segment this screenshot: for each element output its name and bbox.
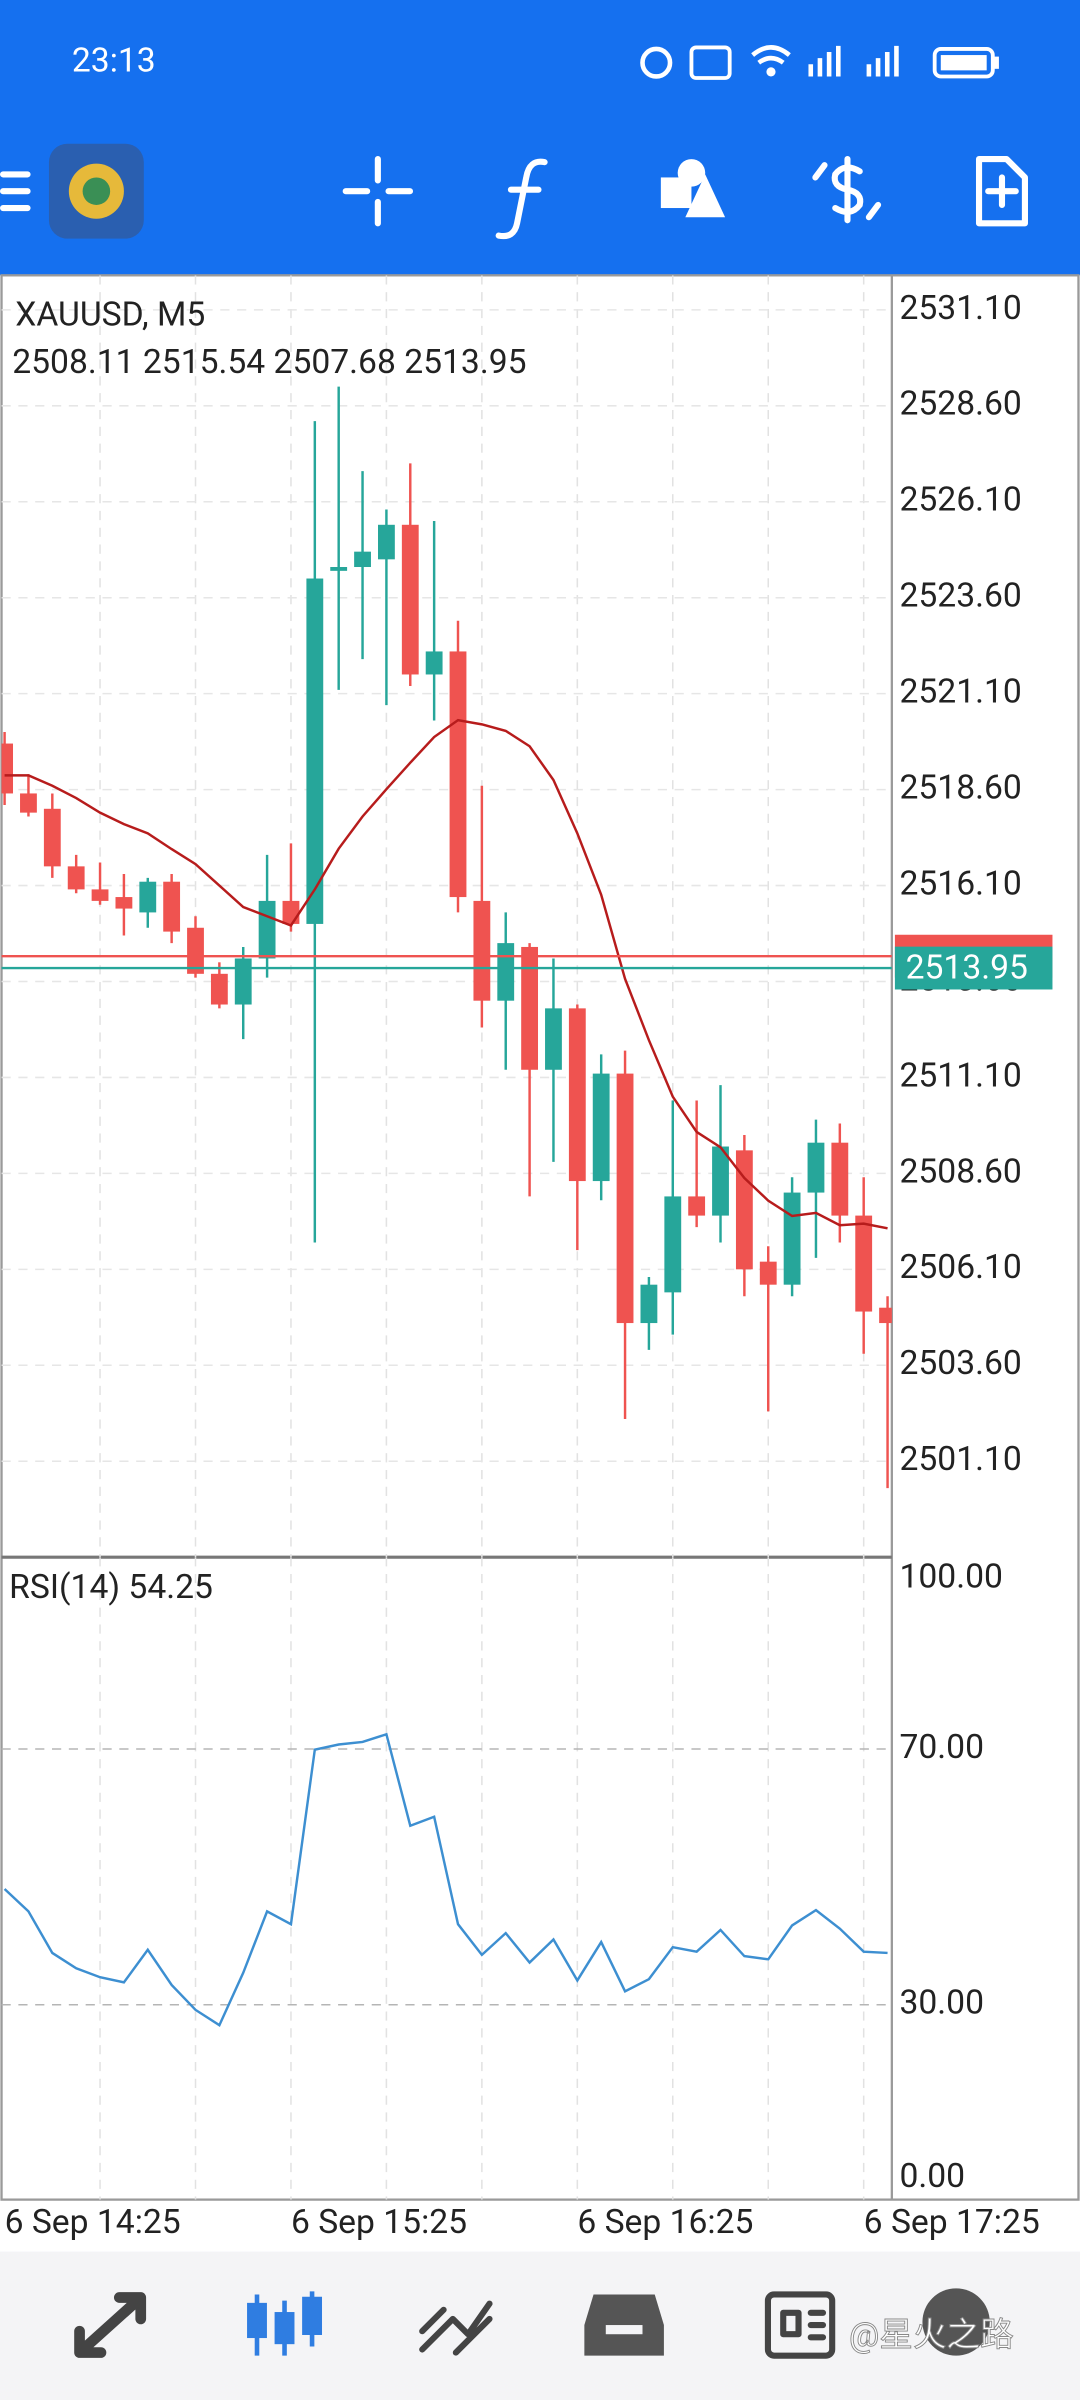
y-tick-label: 2521.10 — [899, 673, 1021, 712]
y-tick-label: 2518.60 — [899, 768, 1021, 807]
candle-body — [473, 900, 491, 1001]
ohlc-readout: 2508.11 2515.54 2507.68 2513.95 — [12, 343, 526, 382]
candle-body — [115, 897, 133, 909]
candle-body — [91, 889, 109, 901]
symbol-title: XAUUSD, M5 — [15, 296, 205, 335]
candle-body — [354, 551, 371, 568]
candle-body — [187, 927, 204, 974]
nav-chart[interactable] — [247, 2291, 323, 2356]
new-order-button[interactable] — [975, 156, 1028, 227]
candle-body — [139, 881, 157, 913]
y-tick-label: 2506.10 — [899, 1248, 1021, 1287]
candle-body — [306, 578, 324, 924]
candle-body — [735, 1150, 753, 1270]
crosshair-button[interactable] — [342, 156, 414, 227]
candle-body — [425, 651, 443, 675]
candle-body — [831, 1142, 849, 1216]
nav-history[interactable] — [584, 2294, 664, 2356]
candle-body — [879, 1307, 892, 1324]
x-tick-label: 6 Sep 16:25 — [577, 2203, 753, 2242]
nav-trade[interactable] — [419, 2300, 493, 2356]
y-tick-label: 2526.10 — [899, 481, 1021, 520]
candle-body — [234, 958, 252, 1005]
candle-body — [497, 943, 515, 1001]
candle-body — [378, 524, 395, 560]
nav-news[interactable] — [764, 2291, 836, 2359]
watermark: @星火之路 — [849, 2316, 1014, 2355]
rsi-title: RSI(14) 54.25 — [9, 1568, 213, 1607]
x-tick-label: 6 Sep 17:25 — [864, 2203, 1040, 2242]
x-tick-label: 6 Sep 14:25 — [5, 2203, 181, 2242]
y-tick-label: 2516.10 — [899, 864, 1021, 903]
candle-body — [282, 900, 300, 924]
y-tick-label: 30.00 — [899, 1984, 984, 2023]
y-tick-label: 2501.10 — [899, 1440, 1021, 1479]
candle-body — [640, 1284, 658, 1324]
status-icons — [640, 45, 999, 80]
candle-body — [592, 1073, 610, 1182]
y-tick-label: 2523.60 — [899, 577, 1021, 616]
candle-body — [521, 946, 539, 1070]
candle-body — [807, 1142, 825, 1193]
y-tick-label: 2511.10 — [899, 1056, 1021, 1095]
price-badge — [894, 946, 1053, 990]
nav-quotes[interactable] — [74, 2292, 147, 2358]
candle-body — [545, 1008, 562, 1070]
candle-body — [449, 651, 467, 898]
candle-body — [330, 567, 348, 571]
candle-body — [712, 1146, 729, 1216]
candle-body — [67, 866, 85, 890]
objects-button[interactable] — [660, 159, 726, 218]
app-header — [0, 0, 1080, 276]
y-tick-label: 100.00 — [899, 1557, 1002, 1596]
candle-body — [401, 524, 419, 675]
indicator-button[interactable] — [495, 158, 548, 240]
bottom-nav — [0, 2251, 1080, 2400]
candle-body — [20, 793, 37, 813]
candle-body — [783, 1192, 801, 1285]
nav-chat[interactable] — [922, 2288, 990, 2356]
menu-button[interactable] — [0, 171, 31, 212]
trade-button[interactable] — [812, 156, 882, 224]
candle-body — [163, 881, 181, 932]
y-tick-label: 0.00 — [899, 2157, 965, 2196]
candle-body — [664, 1196, 682, 1293]
axes: 6 Sep 14:25 6 Sep 15:25 6 Sep 16:25 6 Sep 1… — [5, 289, 1053, 2242]
chart-frame — [0, 274, 1080, 2201]
rsi-panel — [1, 1557, 892, 2200]
rsi-line — [3, 1732, 888, 2028]
candle-body — [258, 900, 276, 959]
status-time: 23:13 — [72, 42, 156, 81]
y-tick-label: 2528.60 — [899, 385, 1021, 424]
candle-body — [568, 1008, 586, 1182]
y-tick-label: 70.00 — [899, 1728, 984, 1767]
candle-body — [855, 1215, 873, 1312]
candle-body — [43, 808, 61, 867]
price-badge-label: 2513.95 — [906, 948, 1028, 987]
candle-body — [759, 1261, 777, 1285]
toolbar — [0, 143, 1028, 240]
candle-body — [210, 973, 228, 1005]
candle-body — [688, 1196, 706, 1216]
x-tick-label: 6 Sep 15:25 — [291, 2203, 467, 2242]
candle-body — [616, 1073, 634, 1324]
y-tick-label: 2531.10 — [899, 289, 1021, 328]
y-tick-label: 2503.60 — [899, 1344, 1021, 1383]
main-panel — [1, 275, 892, 1558]
y-tick-label: 2508.60 — [899, 1152, 1021, 1191]
candle-body — [1, 743, 14, 794]
moving-average — [4, 718, 888, 1230]
